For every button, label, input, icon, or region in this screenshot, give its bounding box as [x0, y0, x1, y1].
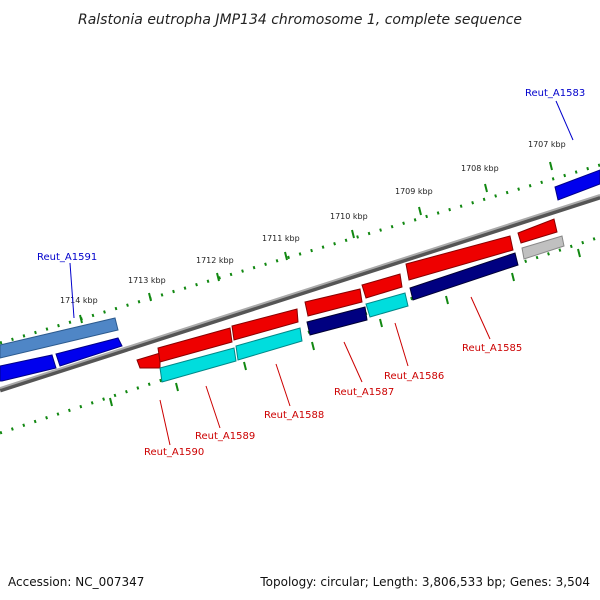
label-reut-a1591[interactable]: Reut_A1591: [37, 252, 97, 263]
map-title: Ralstonia eutropha JMP134 chromosome 1, …: [78, 12, 522, 28]
feature-cyan-2[interactable]: [235, 327, 303, 361]
inner-tick: [175, 382, 179, 392]
gene-reut-a1587-shape[interactable]: [304, 288, 363, 317]
connector-reut-a1587: [343, 341, 363, 383]
feature-cyan-1[interactable]: [159, 347, 237, 383]
inner-tick: [109, 397, 113, 407]
gene-reut-a1589-shape[interactable]: [157, 327, 233, 363]
tick-label: 1712 kbp: [196, 256, 234, 265]
label-reut-a1585[interactable]: Reut_A1585: [462, 343, 522, 354]
tick-mark: [351, 229, 355, 239]
inner-tick: [511, 272, 515, 282]
accession-text: Accession: NC_007347: [8, 575, 144, 589]
inner-tick: [379, 318, 383, 328]
tick-label: 1714 kbp: [60, 296, 98, 305]
tick-label: 1707 kbp: [528, 140, 566, 149]
tick-mark: [549, 161, 553, 171]
gene-blue-2[interactable]: [55, 337, 123, 367]
feature-navy-1[interactable]: [306, 306, 368, 336]
tick-mark: [148, 292, 152, 302]
feature-cyan-3[interactable]: [365, 292, 409, 318]
feature-row: [159, 235, 565, 383]
forward-gene-row: [0, 169, 600, 382]
label-reut-a1583[interactable]: Reut_A1583: [525, 88, 585, 99]
connector-reut-a1588: [275, 363, 291, 407]
inner-tick: [243, 361, 247, 371]
backbone: [0, 194, 600, 389]
connector-reut-a1583: [555, 100, 574, 141]
tick-mark: [418, 206, 422, 216]
gene-reut-a1588-shape[interactable]: [231, 308, 299, 341]
gene-reut-a1591-shape[interactable]: [0, 317, 119, 359]
feature-navy-2[interactable]: [409, 252, 519, 301]
reverse-gene-row: [136, 218, 558, 369]
tick-group-1708: 1708 kbp: [461, 164, 499, 193]
tick-label: 1713 kbp: [128, 276, 166, 285]
tick-mark: [484, 183, 488, 193]
label-reut-a1590[interactable]: Reut_A1590: [144, 447, 204, 458]
connector-reut-a1585: [470, 296, 491, 340]
gene-reut-a1590-shape[interactable]: [136, 352, 161, 369]
label-reut-a1587[interactable]: Reut_A1587: [334, 387, 394, 398]
connector-reut-a1589: [205, 385, 221, 429]
label-reut-a1588[interactable]: Reut_A1588: [264, 410, 324, 421]
tick-group-1713: 1713 kbp: [128, 276, 166, 302]
tick-mark: [284, 251, 288, 261]
feature-grey[interactable]: [521, 235, 565, 260]
inner-tick: [445, 295, 449, 305]
inner-ticks: [109, 248, 581, 407]
tick-label: 1710 kbp: [330, 212, 368, 221]
tick-group-1711: 1711 kbp: [262, 234, 300, 261]
tick-mark: [79, 314, 83, 324]
tick-label: 1708 kbp: [461, 164, 499, 173]
tick-group-1714: 1714 kbp: [60, 296, 98, 324]
tick-group-1707: 1707 kbp: [528, 140, 566, 171]
label-reut-a1589[interactable]: Reut_A1589: [195, 431, 255, 442]
tick-label: 1709 kbp: [395, 187, 433, 196]
backbone-shadow: [0, 194, 600, 393]
tick-group-1709: 1709 kbp: [395, 187, 433, 216]
tick-label: 1711 kbp: [262, 234, 300, 243]
inner-tick: [577, 248, 581, 258]
gene-reut-a1583-shape[interactable]: [554, 169, 600, 201]
gene-reut-a1586-shape[interactable]: [361, 273, 403, 299]
connector-reut-a1591: [69, 262, 75, 319]
gene-reut-a1585-shape[interactable]: [405, 235, 514, 281]
tick-mark: [216, 272, 220, 282]
label-reut-a1586[interactable]: Reut_A1586: [384, 371, 444, 382]
tick-group-1710: 1710 kbp: [330, 212, 368, 239]
gene-red-end[interactable]: [517, 218, 558, 244]
summary-text: Topology: circular; Length: 3,806,533 bp…: [259, 575, 590, 589]
tick-group-1712: 1712 kbp: [196, 256, 234, 282]
connector-reut-a1590: [159, 399, 171, 446]
connector-reut-a1586: [394, 322, 409, 367]
inner-tick: [311, 341, 315, 351]
outer-scale-track: [0, 163, 600, 345]
label-connectors: [69, 100, 574, 446]
gene-blue-1[interactable]: [0, 354, 57, 382]
